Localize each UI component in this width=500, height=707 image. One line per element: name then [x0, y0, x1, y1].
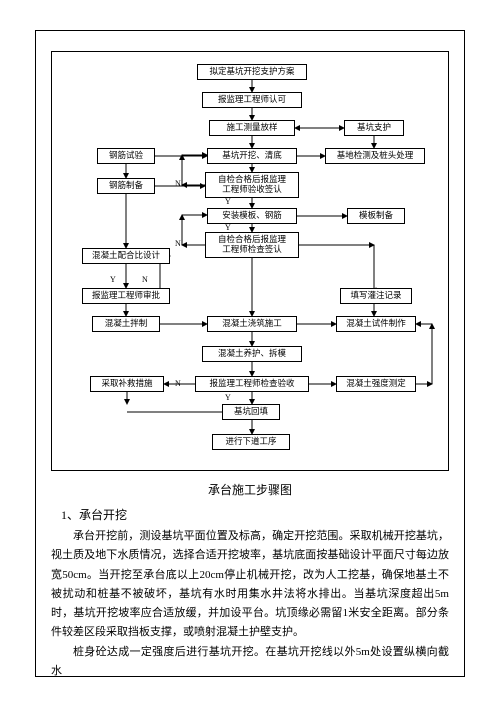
label-y4: Y — [225, 394, 231, 402]
node-specimen: 混凝土试件制作 — [336, 316, 416, 332]
label-n3: N — [142, 276, 148, 284]
label-n2: N — [175, 240, 181, 248]
node-approval: 报监理工程师认可 — [202, 92, 302, 108]
figure-caption: 承台施工步骤图 — [51, 481, 449, 498]
label-y1: Y — [225, 198, 231, 206]
label-n1: N — [175, 180, 181, 188]
node-support: 基坑支护 — [344, 120, 404, 136]
node-mix: 混凝土拌制 — [92, 316, 160, 332]
label-y3: Y — [110, 276, 116, 284]
node-excavate: 基坑开挖、清底 — [207, 148, 297, 164]
node-form-prep: 模板制备 — [347, 208, 405, 224]
node-install-form: 安装模板、钢筋 — [207, 208, 297, 224]
node-plan: 拟定基坑开挖支护方案 — [197, 64, 307, 80]
label-y2: Y — [225, 224, 231, 232]
node-rebar-test: 钢筋试验 — [97, 148, 155, 164]
node-remedy: 采取补救措施 — [90, 376, 164, 392]
paragraph-1: 承台开挖前，测设基坑平面位置及标高，确定开挖范围。采取机械开挖基坑，视土质及地下… — [51, 527, 449, 643]
node-base-test: 基地检测及桩头处理 — [325, 148, 425, 164]
flowchart: 拟定基坑开挖支护方案 报监理工程师认可 施工测量放样 基坑支护 基坑开挖、清底 … — [52, 52, 448, 470]
node-selfcheck2: 自检合格后报监理 工程师检查签认 — [205, 232, 299, 258]
node-final-check: 报监理工程师检查验收 — [195, 376, 309, 392]
node-mix-approve: 报监理工程师审批 — [82, 288, 170, 304]
node-mix-design: 混凝土配合比设计 — [82, 248, 170, 264]
node-survey: 施工测量放样 — [209, 120, 295, 136]
node-selfcheck1: 自检合格后报监理 工程师验收签认 — [205, 172, 299, 198]
flowchart-container: 拟定基坑开挖支护方案 报监理工程师认可 施工测量放样 基坑支护 基坑开挖、清底 … — [51, 51, 449, 471]
node-pour: 混凝土浇筑施工 — [207, 316, 297, 332]
node-strength: 混凝土强度测定 — [336, 376, 416, 392]
node-rebar-prep: 钢筋制备 — [97, 178, 155, 194]
label-n4: N — [175, 380, 181, 388]
node-pour-record: 填写灌注记录 — [340, 288, 412, 304]
node-next: 进行下道工序 — [212, 434, 290, 450]
section-heading: 1、承台开挖 — [61, 506, 449, 523]
node-backfill: 基坑回填 — [222, 404, 280, 420]
page-border: 拟定基坑开挖支护方案 报监理工程师认可 施工测量放样 基坑支护 基坑开挖、清底 … — [35, 30, 465, 677]
paragraph-2: 桩身砼达成一定强度后进行基坑开挖。在基坑开挖线以外5m处设置纵横向截水 — [51, 643, 449, 682]
node-cure: 混凝土养护、拆模 — [202, 346, 302, 362]
